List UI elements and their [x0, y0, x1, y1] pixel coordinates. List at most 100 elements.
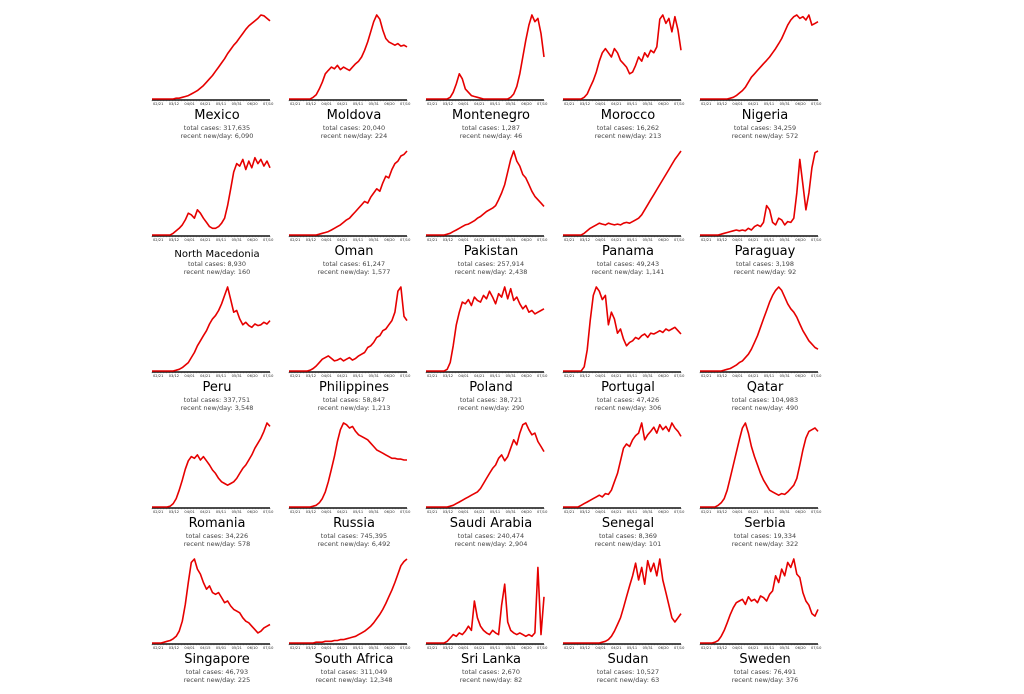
- x-tick-label: 05/31: [643, 374, 653, 378]
- x-tick-label: 03/12: [443, 374, 453, 378]
- total-cases-text: total cases: 104,983: [731, 396, 799, 404]
- country-title: Serbia: [744, 516, 786, 531]
- x-tick-label: 05/11: [216, 102, 226, 106]
- x-tick-label: 05/11: [490, 646, 500, 650]
- total-cases-text: total cases: 3,198: [735, 260, 795, 268]
- series-line: [289, 558, 408, 644]
- x-tick-label: 02/21: [153, 374, 163, 378]
- x-tick-label: 02/21: [564, 102, 574, 106]
- chart-panel: 02/21 03/12 04/01 04/21 05/11 05/31 06/20 07/10…: [562, 140, 693, 276]
- x-tick-label: 04/01: [458, 646, 468, 650]
- x-tick-label: 06/20: [795, 646, 806, 650]
- x-tick-label: 03/12: [443, 646, 453, 650]
- x-tick-label: 07/10: [537, 374, 548, 378]
- x-tick-label: 04/01: [321, 102, 331, 106]
- series-line: [152, 286, 271, 372]
- x-tick-label: 04/21: [474, 238, 484, 242]
- x-tick-label: 04/21: [337, 102, 347, 106]
- x-tick-label: 04/21: [337, 510, 347, 514]
- series-line: [152, 156, 271, 236]
- series-line: [563, 150, 682, 236]
- x-tick-label: 06/20: [658, 374, 669, 378]
- recent-new-per-day-text: recent new/day: 225: [183, 676, 251, 684]
- x-tick-label: 06/20: [658, 238, 669, 242]
- country-title: Paraguay: [734, 244, 796, 259]
- x-tick-label: 03/12: [717, 374, 727, 378]
- x-tick-label: 03/12: [717, 102, 727, 106]
- x-tick-label: 02/21: [290, 238, 300, 242]
- x-tick-label: 06/20: [521, 102, 532, 106]
- chart-panel: 02/21 03/12 04/01 04/21 05/11 05/31 06/20 07/10…: [151, 4, 282, 140]
- x-tick-label: 05/31: [506, 374, 516, 378]
- x-tick-label: 04/01: [732, 646, 742, 650]
- total-cases-text: total cases: 317,635: [183, 124, 251, 132]
- x-tick-label: 03/12: [580, 102, 590, 106]
- chart-panel: 02/21 03/12 04/01 04/21 05/11 05/31 06/20 07/10…: [288, 140, 419, 276]
- x-tick-label: 03/12: [717, 238, 727, 242]
- x-tick-label: 06/20: [247, 238, 258, 242]
- total-cases-text: total cases: 240,474: [457, 532, 525, 540]
- country-title: Romania: [188, 516, 246, 531]
- x-tick-label: 05/31: [643, 102, 653, 106]
- x-tick-label: 06/20: [384, 510, 395, 514]
- series-line: [700, 422, 819, 508]
- x-tick-label: 03/12: [580, 646, 590, 650]
- recent-new-per-day-text: recent new/day: 12,348: [315, 676, 393, 684]
- x-tick-label: 06/20: [795, 510, 806, 514]
- country-title: Panama: [601, 244, 655, 259]
- series-line: [152, 422, 271, 508]
- x-tick-label: 03/12: [580, 510, 590, 514]
- line-chart: 02/21 03/12 04/01 04/21 05/11 05/31 06/20 07/10: [151, 286, 274, 378]
- series-line: [563, 558, 682, 644]
- x-tick-label: 04/21: [748, 510, 758, 514]
- x-tick-label: 03/12: [306, 238, 316, 242]
- total-cases-text: total cases: 76,491: [733, 668, 797, 676]
- country-title: Saudi Arabia: [449, 516, 533, 531]
- x-tick-label: 04/21: [611, 510, 621, 514]
- total-cases-text: total cases: 20,040: [322, 124, 386, 132]
- x-tick-label: 04/21: [748, 646, 758, 650]
- country-title: Philippines: [318, 380, 390, 395]
- total-cases-text: total cases: 1,287: [461, 124, 521, 132]
- country-title: Mexico: [194, 108, 240, 123]
- x-tick-label: 03/12: [717, 510, 727, 514]
- recent-new-per-day-text: recent new/day: 3,548: [180, 404, 254, 412]
- x-tick-label: 04/21: [474, 374, 484, 378]
- x-tick-label: 05/31: [232, 510, 242, 514]
- x-tick-label: 06/20: [384, 238, 395, 242]
- x-tick-label: 05/31: [780, 374, 790, 378]
- x-tick-label: 05/11: [353, 238, 363, 242]
- x-tick-label: 04/15: [200, 646, 210, 650]
- x-tick-label: 05/11: [764, 102, 774, 106]
- recent-new-per-day-text: recent new/day: 213: [594, 132, 662, 140]
- line-chart: 02/21 03/12 04/01 04/21 05/11 05/31 06/20 07/10: [151, 156, 274, 242]
- x-tick-label: 02/21: [564, 374, 574, 378]
- x-tick-label: 02/21: [701, 510, 711, 514]
- x-tick-label: 07/10: [674, 374, 685, 378]
- recent-new-per-day-text: recent new/day: 2,438: [454, 268, 528, 276]
- x-tick-label: 05/31: [506, 102, 516, 106]
- country-title: Senegal: [601, 516, 655, 531]
- x-tick-label: 02/21: [564, 238, 574, 242]
- line-chart: 02/21 03/12 04/01 04/21 05/11 05/31 06/20 07/10: [699, 422, 822, 514]
- x-tick-label: 04/01: [321, 238, 331, 242]
- series-line: [700, 14, 819, 100]
- country-title: Poland: [469, 380, 513, 395]
- chart-panel: 02/21 03/12 04/01 04/21 05/11 05/31 06/20 07/10…: [699, 140, 830, 276]
- recent-new-per-day-text: recent new/day: 1,213: [317, 404, 391, 412]
- chart-panel: 02/21 03/12 04/01 04/21 05/11 05/31 06/20 07/10…: [562, 548, 693, 684]
- x-tick-label: 05/01: [216, 646, 226, 650]
- x-tick-label: 02/21: [290, 646, 300, 650]
- x-tick-label: 02/21: [290, 102, 300, 106]
- x-tick-label: 07/10: [400, 374, 411, 378]
- recent-new-per-day-text: recent new/day: 63: [596, 676, 660, 684]
- country-title: Qatar: [746, 380, 784, 395]
- total-cases-text: total cases: 2,670: [461, 668, 521, 676]
- x-tick-label: 05/31: [232, 238, 242, 242]
- country-title: Sudan: [607, 652, 649, 667]
- recent-new-per-day-text: recent new/day: 6,492: [317, 540, 391, 548]
- x-tick-label: 07/10: [537, 646, 548, 650]
- x-tick-label: 05/11: [353, 646, 363, 650]
- series-line: [289, 422, 407, 508]
- total-cases-text: total cases: 61,247: [322, 260, 386, 268]
